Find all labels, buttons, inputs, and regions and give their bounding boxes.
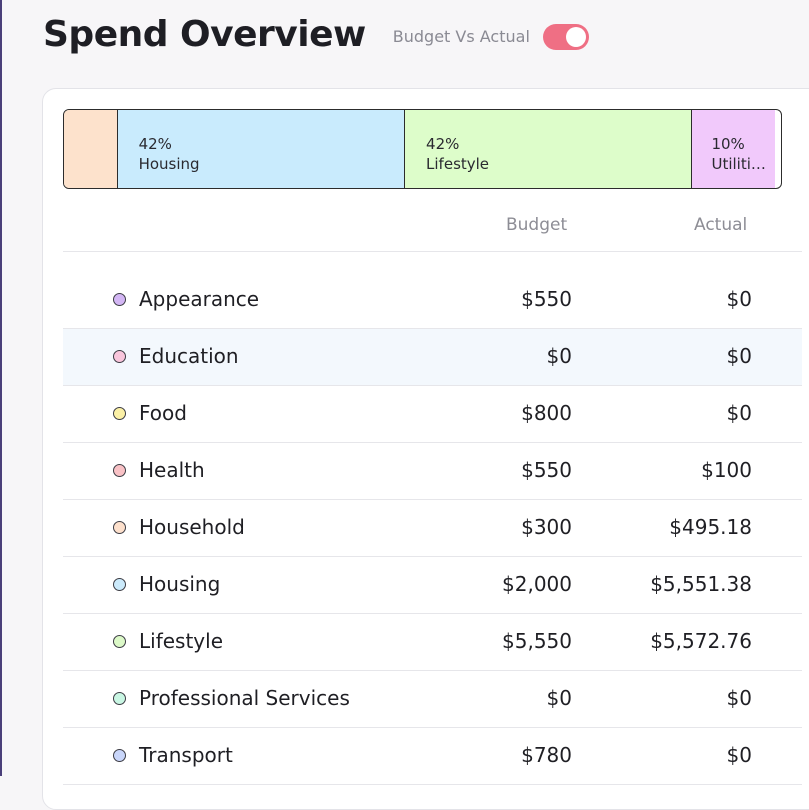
table-row[interactable]: Housing $2,000 $5,551.38 bbox=[63, 557, 802, 614]
category-color-dot bbox=[113, 350, 126, 363]
table-row[interactable]: Appearance $550 $0 bbox=[63, 272, 802, 329]
actual-value: $0 bbox=[726, 743, 752, 767]
table-row[interactable]: Food $800 $0 bbox=[63, 386, 802, 443]
window-edge bbox=[0, 0, 2, 776]
budget-value: $800 bbox=[521, 401, 572, 425]
segment-label: Utiliti… bbox=[711, 155, 766, 173]
actual-value: $100 bbox=[701, 458, 752, 482]
category-name: Education bbox=[139, 344, 239, 368]
category-name: Housing bbox=[139, 572, 221, 596]
actual-value: $495.18 bbox=[669, 515, 752, 539]
category-color-dot bbox=[113, 464, 126, 477]
table-spacer bbox=[63, 252, 802, 272]
budget-value: $5,550 bbox=[502, 629, 572, 653]
page-title: Spend Overview bbox=[43, 14, 366, 55]
table-row[interactable]: Education $0 $0 bbox=[63, 329, 802, 386]
segment-percent: 42% bbox=[426, 135, 460, 153]
table-row[interactable]: Lifestyle $5,550 $5,572.76 bbox=[63, 614, 802, 671]
category-name: Professional Services bbox=[139, 686, 350, 710]
category-color-dot bbox=[113, 407, 126, 420]
spend-table: Appearance $550 $0 Education $0 $0 Food $800 $0 H… bbox=[63, 251, 802, 785]
category-color-dot bbox=[113, 578, 126, 591]
category-color-dot bbox=[113, 692, 126, 705]
segment-label: Housing bbox=[138, 155, 200, 173]
category-color-dot bbox=[113, 635, 126, 648]
actual-value: $0 bbox=[726, 344, 752, 368]
spend-card bbox=[42, 88, 809, 810]
category-name: Lifestyle bbox=[139, 629, 224, 653]
table-row[interactable]: Household $300 $495.18 bbox=[63, 500, 802, 557]
bar-segment[interactable]: 42% Housing bbox=[117, 110, 406, 188]
budget-value: $780 bbox=[521, 743, 572, 767]
category-name: Appearance bbox=[139, 287, 260, 311]
table-row[interactable]: Health $550 $100 bbox=[63, 443, 802, 500]
budget-value: $0 bbox=[546, 344, 572, 368]
segment-label: Lifestyle bbox=[426, 155, 490, 173]
actual-value: $0 bbox=[726, 287, 752, 311]
actual-value: $0 bbox=[726, 401, 752, 425]
actual-value: $0 bbox=[726, 686, 752, 710]
bar-segment[interactable]: 10% Utiliti… bbox=[692, 110, 775, 188]
category-name: Food bbox=[139, 401, 187, 425]
budget-value: $550 bbox=[521, 458, 572, 482]
budget-value: $550 bbox=[521, 287, 572, 311]
spend-breakdown-bar: 42% Housing 42% Lifestyle 10% Utiliti… bbox=[63, 109, 782, 189]
category-color-dot bbox=[113, 293, 126, 306]
bar-segment[interactable]: 42% Lifestyle bbox=[405, 110, 693, 188]
category-name: Household bbox=[139, 515, 245, 539]
segment-percent: 10% bbox=[711, 135, 745, 153]
actual-value: $5,551.38 bbox=[650, 572, 752, 596]
budget-column-header: Budget bbox=[506, 215, 568, 235]
budget-vs-actual-label: Budget Vs Actual bbox=[392, 27, 530, 46]
budget-value: $300 bbox=[521, 515, 572, 539]
category-color-dot bbox=[113, 521, 126, 534]
budget-value: $0 bbox=[546, 686, 572, 710]
category-name: Health bbox=[139, 458, 205, 482]
bar-segment[interactable] bbox=[64, 110, 118, 188]
budget-vs-actual-toggle[interactable] bbox=[542, 23, 589, 50]
toggle-knob[interactable] bbox=[565, 26, 586, 47]
segment-percent: 42% bbox=[138, 135, 172, 153]
actual-value: $5,572.76 bbox=[650, 629, 752, 653]
actual-column-header: Actual bbox=[694, 215, 748, 235]
budget-value: $2,000 bbox=[502, 572, 572, 596]
category-color-dot bbox=[113, 749, 126, 762]
page-header: Spend Overview Budget Vs Actual bbox=[43, 14, 589, 55]
category-name: Transport bbox=[139, 743, 233, 767]
table-row[interactable]: Professional Services $0 $0 bbox=[63, 671, 802, 728]
table-row[interactable]: Transport $780 $0 bbox=[63, 728, 802, 785]
